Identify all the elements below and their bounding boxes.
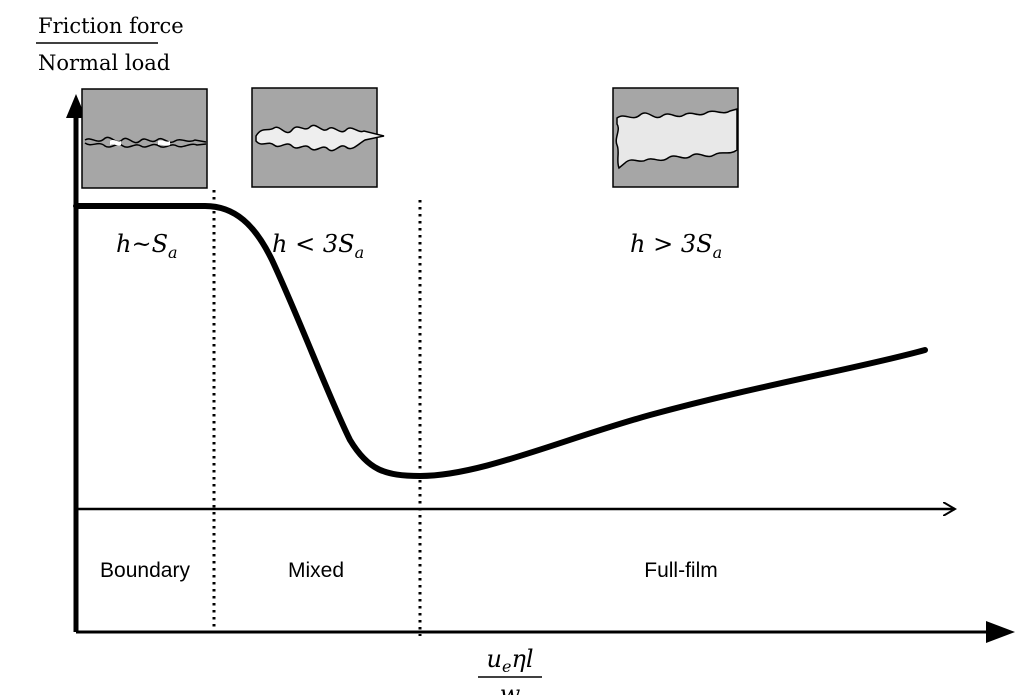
y-axis-label-numerator: Friction force bbox=[38, 14, 184, 38]
y-axis-arrowhead bbox=[66, 94, 86, 118]
boundary-condition: h~Sa bbox=[116, 230, 178, 262]
fullfilm-surface-inset bbox=[612, 87, 739, 188]
x-axis-label-denominator: w bbox=[500, 680, 521, 695]
stribeck-curve bbox=[73, 203, 928, 479]
mixed-surface-inset bbox=[251, 87, 385, 188]
y-axis-label-denominator: Normal load bbox=[38, 51, 170, 75]
boundary-surface-inset bbox=[81, 88, 208, 189]
mixed-condition: h < 3Sa bbox=[272, 230, 364, 262]
mixed-label: Mixed bbox=[288, 559, 344, 582]
x-axis-label-numerator: ueηl bbox=[487, 645, 534, 676]
fullfilm-label: Full-film bbox=[644, 559, 718, 582]
fullfilm-condition: h > 3Sa bbox=[630, 230, 722, 262]
x-axis-arrowhead bbox=[986, 621, 1015, 643]
boundary-label: Boundary bbox=[100, 559, 190, 582]
